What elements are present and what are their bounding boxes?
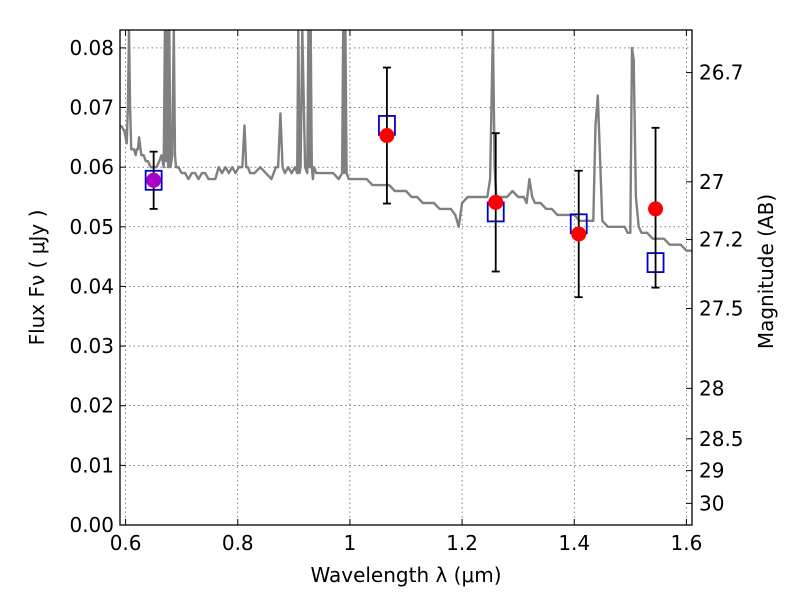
- y-tick-label: 0.03: [69, 334, 114, 358]
- x-tick-label: 1.6: [670, 531, 702, 555]
- right-tick-label: 27.2: [699, 228, 744, 252]
- error-bars: [149, 66, 660, 299]
- right-tick-label: 28: [699, 376, 724, 400]
- x-tick-label: 0.6: [110, 531, 142, 555]
- x-tick-label: 1: [344, 531, 357, 555]
- x-tick-label: 1.2: [446, 531, 478, 555]
- model-spectrum-layer: [120, 30, 692, 252]
- model-band-markers: [144, 115, 665, 273]
- y-tick-label: 0.08: [69, 36, 114, 60]
- right-tick-label: 30: [699, 491, 724, 515]
- y-axis-label: Flux Fν ( μJy ): [25, 210, 49, 346]
- plot-frame: [119, 29, 693, 526]
- y-tick-label: 0.01: [69, 453, 114, 477]
- y-tick-label: 0.07: [69, 96, 114, 120]
- observed-point: [648, 201, 664, 217]
- x-tick-label: 0.8: [222, 531, 254, 555]
- model-spectrum-line: [120, 30, 692, 252]
- observed-point: [571, 226, 587, 242]
- right-tick-label: 29: [699, 459, 724, 483]
- right-axis-label: Magnitude (AB): [754, 194, 778, 349]
- y-tick-label: 0.00: [69, 513, 114, 537]
- right-axis-ticks: 26.7 27 27.2 27.5 28 28.5 29 30: [686, 61, 744, 515]
- observed-point: [379, 128, 395, 144]
- y-tick-label: 0.06: [69, 155, 114, 179]
- right-tick-label: 28.5: [699, 427, 744, 451]
- y-tick-label: 0.04: [69, 274, 114, 298]
- observed-point: [146, 172, 162, 188]
- right-tick-label: 27.5: [699, 296, 744, 320]
- y-tick-label: 0.02: [69, 394, 114, 418]
- right-tick-label: 27: [699, 170, 724, 194]
- right-tick-label: 26.7: [699, 61, 744, 85]
- y-tick-label: 0.05: [69, 215, 114, 239]
- x-tick-label: 1.4: [558, 531, 590, 555]
- observed-points: [146, 128, 664, 242]
- x-axis-label: Wavelength λ (μm): [310, 563, 501, 587]
- y-axis-ticks: 0.00 0.01 0.02 0.03 0.04 0.05 0.06 0.07 0.08: [69, 36, 126, 537]
- observed-point: [488, 194, 504, 210]
- grid-layer: [120, 30, 692, 526]
- x-axis-ticks: 0.6 0.8 1 1.2 1.4 1.6: [110, 30, 702, 555]
